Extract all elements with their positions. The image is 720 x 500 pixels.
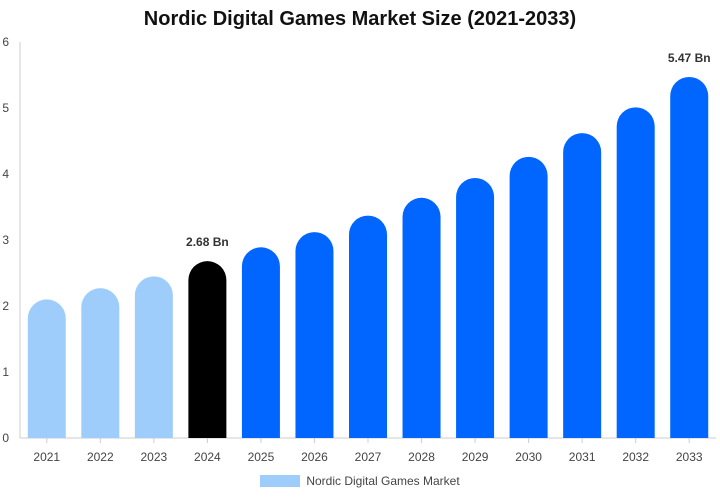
bar-2032 (616, 107, 655, 438)
y-tick-label: 0 (2, 431, 9, 445)
x-tick-label-2026: 2026 (301, 450, 328, 464)
bar-2027 (349, 215, 387, 438)
y-tick-label: 5 (2, 101, 9, 115)
bar-2029 (456, 177, 495, 438)
x-tick-label-2028: 2028 (408, 450, 435, 464)
legend: Nordic Digital Games Market (0, 474, 720, 488)
x-tick-label-2025: 2025 (248, 450, 275, 464)
bar-2021 (27, 299, 66, 438)
x-tick-label-2023: 2023 (140, 450, 167, 464)
bar-2022 (81, 288, 120, 438)
x-tick-label-2022: 2022 (87, 450, 114, 464)
legend-swatch (260, 475, 301, 487)
x-tick-label-2033: 2033 (676, 450, 703, 464)
bar-2028 (402, 197, 441, 438)
bar-2025 (241, 247, 280, 438)
x-tick-label-2024: 2024 (194, 450, 221, 464)
bar-2023 (134, 276, 173, 438)
y-tick-label: 3 (2, 233, 9, 247)
x-tick-label-2031: 2031 (569, 450, 596, 464)
y-tick-label: 1 (2, 365, 9, 379)
data-label-2033: 5.47 Bn (668, 51, 711, 65)
y-tick-label: 4 (2, 167, 9, 181)
bar-2030 (509, 156, 548, 438)
y-tick-label: 6 (2, 35, 9, 49)
data-label-2024: 2.68 Bn (186, 235, 229, 249)
bar-2026 (295, 232, 334, 438)
legend-label: Nordic Digital Games Market (306, 474, 460, 488)
bar-2024 (188, 261, 227, 438)
x-tick-label-2032: 2032 (622, 450, 649, 464)
x-tick-label-2027: 2027 (355, 450, 382, 464)
bar-2033 (670, 76, 709, 438)
x-tick-label-2030: 2030 (515, 450, 542, 464)
x-tick-label-2029: 2029 (462, 450, 489, 464)
bar-2031 (563, 133, 602, 438)
y-tick-label: 2 (2, 299, 9, 313)
chart-title: Nordic Digital Games Market Size (2021-2… (143, 8, 577, 30)
x-tick-label-2021: 2021 (33, 450, 60, 464)
